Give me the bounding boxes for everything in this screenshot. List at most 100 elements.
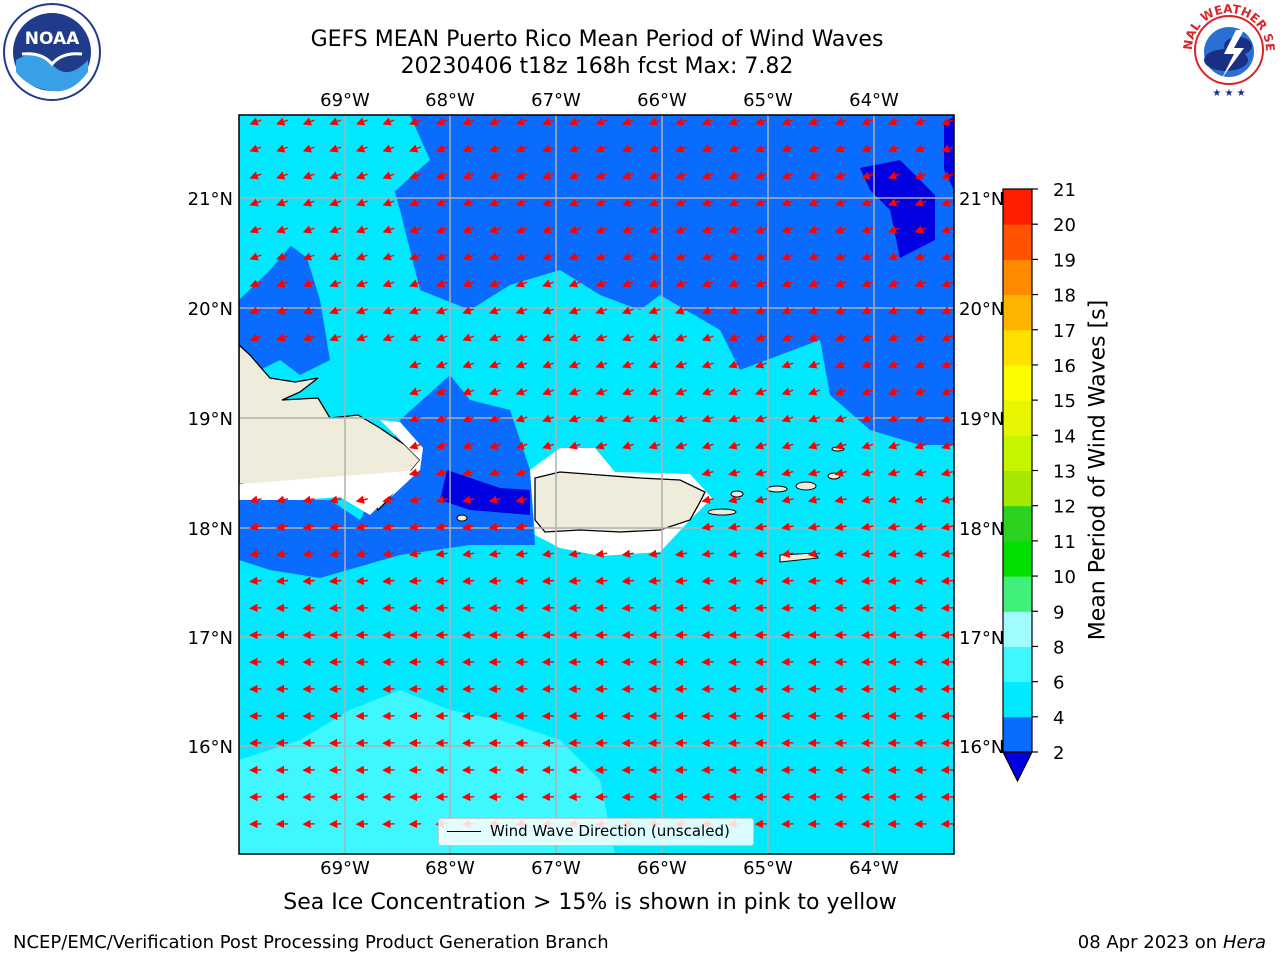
wave-direction-arrow <box>302 117 315 126</box>
wave-direction-arrow <box>568 117 581 126</box>
wave-direction-arrow <box>834 549 847 558</box>
wave-direction-arrow <box>435 117 448 126</box>
wave-direction-arrow <box>834 387 847 396</box>
wave-direction-arrow <box>515 576 528 586</box>
wave-direction-arrow <box>408 468 422 477</box>
wave-direction-arrow <box>701 171 714 180</box>
wave-direction-arrow <box>728 144 741 153</box>
wave-direction-arrow <box>648 549 661 558</box>
wave-direction-arrow <box>621 549 634 558</box>
wave-direction-arrow <box>488 117 501 126</box>
wave-direction-arrow <box>355 252 368 261</box>
wave-direction-arrow <box>461 603 475 613</box>
wave-direction-arrow <box>488 333 501 342</box>
wave-direction-arrow <box>914 225 927 234</box>
wave-direction-arrow <box>594 576 608 586</box>
wave-direction-arrow <box>515 198 528 207</box>
wave-direction-arrow <box>675 279 688 288</box>
wave-direction-arrow <box>701 144 714 153</box>
chart-subtitle: 20230406 t18z 168h fcst Max: 7.82 <box>400 54 794 79</box>
wave-direction-arrow <box>515 360 528 369</box>
wave-direction-arrow <box>409 360 422 369</box>
map-frame <box>238 114 955 855</box>
sea-ice-note: Sea Ice Concentration > 15% is shown in … <box>283 890 897 915</box>
colorbar-segment <box>1003 364 1032 401</box>
wave-direction-arrow <box>568 144 581 153</box>
wave-direction-arrow <box>435 549 448 558</box>
wave-direction-arrow <box>542 360 555 369</box>
colorbar-segment <box>1003 224 1032 260</box>
wave-direction-arrow <box>808 441 821 450</box>
wave-direction-arrow <box>462 171 475 180</box>
wave-direction-arrow <box>621 360 634 369</box>
wave-direction-arrow <box>861 279 874 288</box>
wave-direction-arrow <box>781 117 794 126</box>
wave-direction-arrow <box>302 144 315 153</box>
wave-direction-arrow <box>834 252 847 261</box>
lon-label-top: 64°W <box>849 90 899 111</box>
wave-direction-arrow <box>249 198 262 207</box>
colorbar-tick-label: 21 <box>1053 180 1076 201</box>
wave-direction-arrow <box>621 144 634 153</box>
wave-direction-arrow <box>568 360 581 369</box>
wave-direction-arrow <box>648 117 661 126</box>
wave-direction-arrow <box>249 252 262 261</box>
wave-direction-arrow <box>462 252 475 261</box>
wave-direction-arrow <box>728 171 741 180</box>
wave-direction-arrow <box>914 279 927 288</box>
wave-direction-arrow <box>701 360 714 369</box>
wave-direction-arrow <box>462 387 475 396</box>
wave-direction-arrow <box>302 171 315 180</box>
wave-direction-arrow <box>781 576 794 586</box>
wave-direction-arrow <box>648 360 661 369</box>
colorbar-tick-label: 16 <box>1053 356 1076 377</box>
wave-direction-arrow <box>861 387 874 396</box>
wave-direction-arrow <box>249 333 262 342</box>
wave-direction-arrow <box>781 414 794 423</box>
wave-direction-arrow <box>329 117 342 126</box>
wave-direction-arrow <box>355 117 368 126</box>
wave-direction-arrow <box>941 387 954 396</box>
wave-direction-arrow <box>302 576 315 586</box>
wave-direction-arrow <box>728 549 741 558</box>
wave-direction-arrow <box>940 603 954 613</box>
wave-direction-arrow <box>515 414 528 423</box>
wave-direction-arrow <box>542 252 555 261</box>
wave-direction-arrow <box>941 198 954 207</box>
wave-direction-arrow <box>808 225 821 234</box>
wave-direction-arrow <box>409 387 422 396</box>
wave-direction-arrow <box>382 306 395 315</box>
wave-direction-arrow <box>462 333 475 342</box>
lon-label-bottom: 66°W <box>637 858 687 879</box>
map-legend: Wind Wave Direction (unscaled) <box>438 818 754 846</box>
legend-label: Wind Wave Direction (unscaled) <box>490 822 730 840</box>
wave-direction-arrow <box>675 414 688 423</box>
wave-direction-arrow <box>435 306 448 315</box>
wave-direction-arrow <box>462 225 475 234</box>
wave-direction-arrow <box>728 522 741 531</box>
wave-direction-arrow <box>621 414 634 423</box>
wave-direction-arrow <box>621 387 634 396</box>
wave-direction-arrow <box>887 333 900 342</box>
wave-direction-arrow <box>515 441 528 450</box>
latitude-labels-left: 21°N 20°N 19°N 18°N 17°N 16°N <box>188 189 233 758</box>
wave-direction-arrow <box>887 387 900 396</box>
wave-direction-arrow <box>515 252 528 261</box>
wave-direction-arrow <box>781 549 794 558</box>
wave-direction-arrow <box>701 198 714 207</box>
colorbar-tick-label: 6 <box>1053 673 1064 694</box>
wave-direction-arrow <box>382 549 395 558</box>
wave-direction-arrow <box>276 117 289 126</box>
wave-direction-arrow <box>435 414 448 423</box>
wave-direction-arrow <box>568 603 581 613</box>
wave-direction-arrow <box>542 198 555 207</box>
wave-direction-arrow <box>621 576 634 586</box>
wave-direction-arrow <box>728 360 741 369</box>
wave-direction-arrow <box>488 603 501 613</box>
wave-direction-arrow <box>914 522 927 531</box>
wave-direction-arrow <box>435 603 448 613</box>
wave-direction-arrow <box>781 522 794 531</box>
wave-direction-arrow <box>728 198 741 207</box>
wave-direction-arrow <box>834 225 847 234</box>
wave-direction-arrow <box>674 549 688 558</box>
